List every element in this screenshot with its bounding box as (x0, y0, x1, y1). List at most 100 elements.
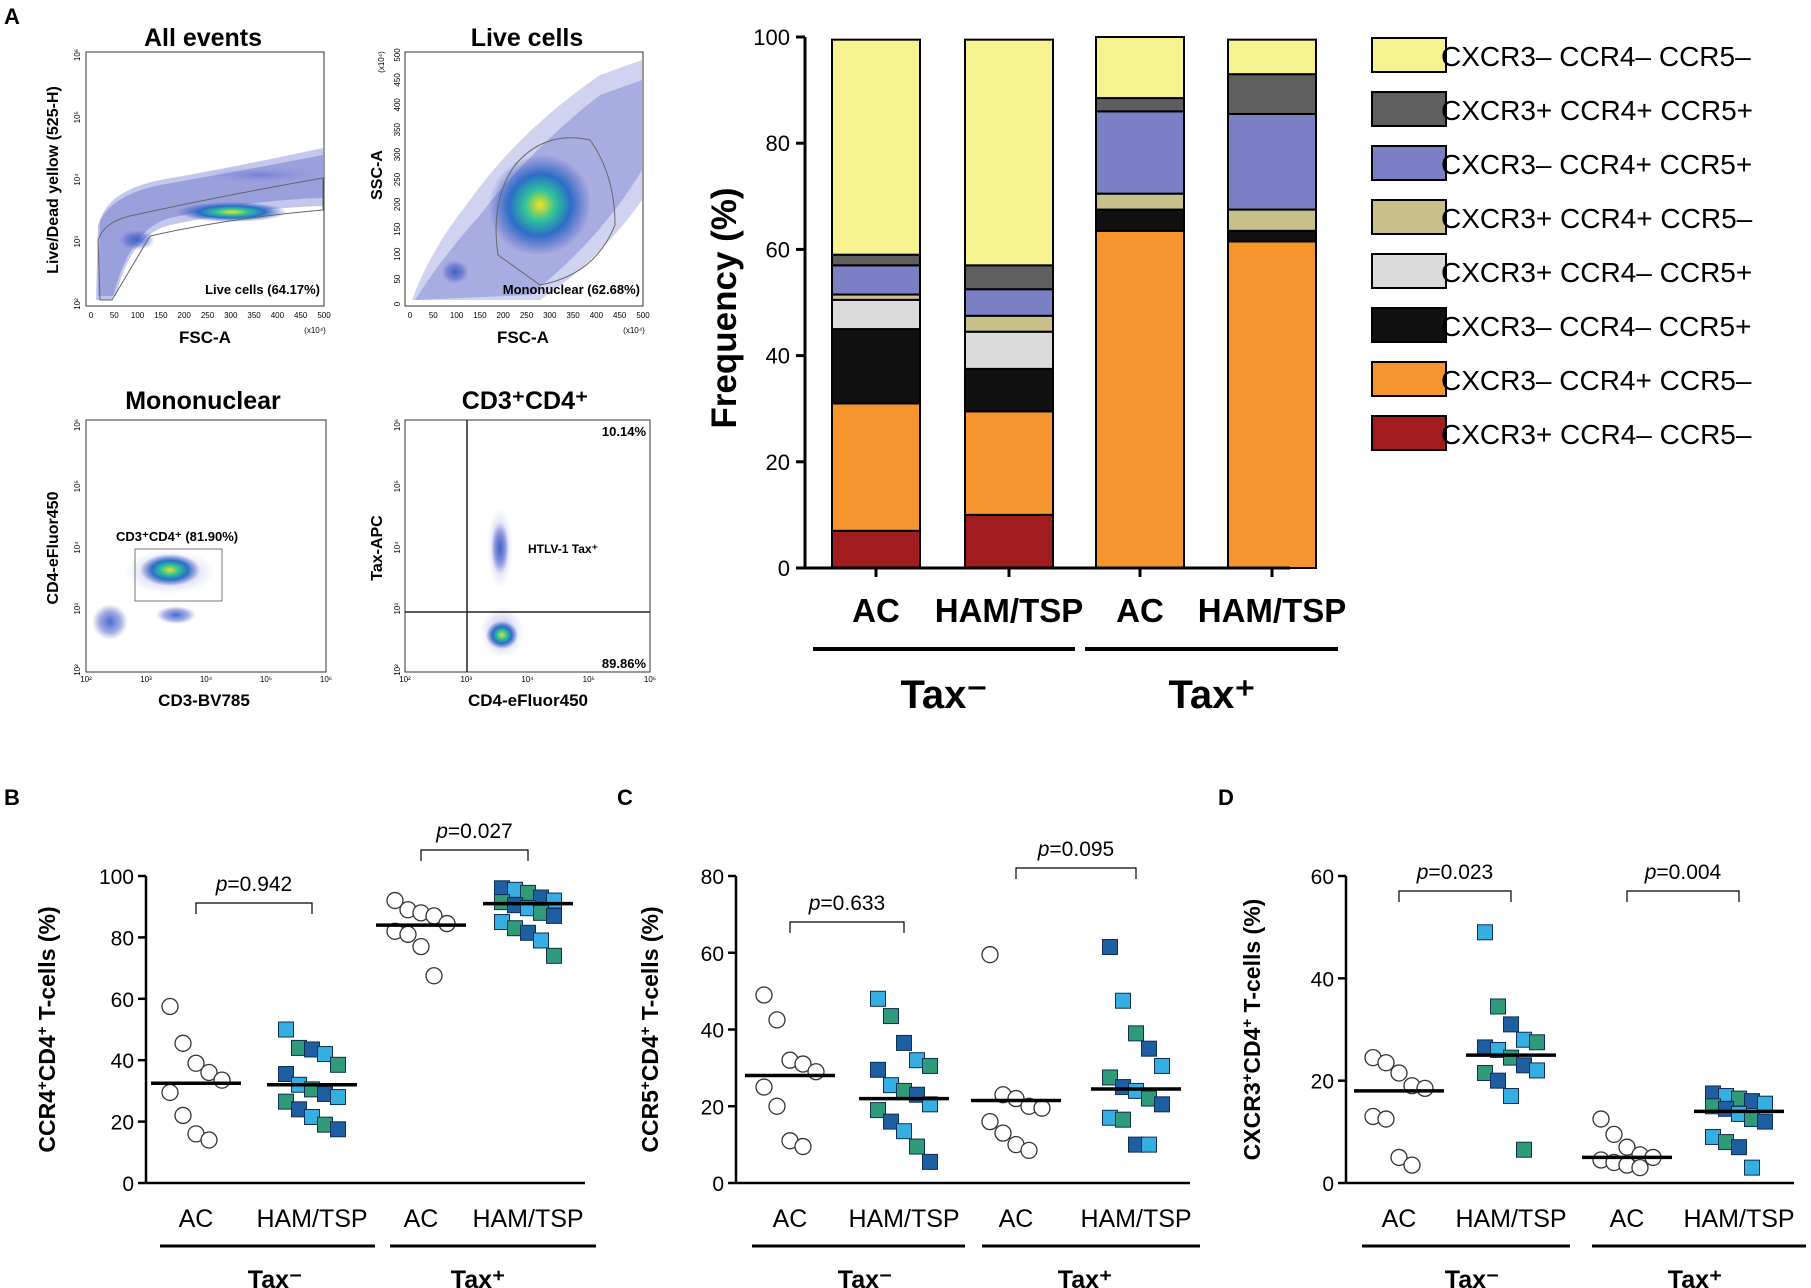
x-tick-label: 50 (429, 311, 438, 320)
data-point-circle (1605, 1125, 1623, 1144)
flow-plot-cd3-cd4: CD3⁺CD4⁺ 10.14% 89.86% HTLV-1 Tax⁺ CD4-e… (369, 387, 656, 710)
data-point-square (546, 907, 562, 924)
group-label: Tax⁺ (451, 1266, 505, 1288)
data-point-circle (1592, 1110, 1610, 1128)
x-tick-label: 10⁶ (320, 675, 332, 684)
stacked-bar-segment (964, 264, 1054, 291)
panel-letter-b: B (4, 785, 20, 810)
y-tick-label: 10² (73, 664, 82, 676)
y-axis-label: CCR5+CD4+ T-cells (%) (637, 906, 664, 1152)
plot-frame (404, 419, 651, 673)
p-value-label: p=0.633 (808, 892, 886, 915)
x-category-label: HAM/TSP (935, 592, 1084, 629)
legend-label: CXCR3– CCR4– CCR5– (1441, 41, 1751, 72)
stacked-bar-segment (964, 38, 1054, 267)
data-point-square (546, 947, 562, 964)
y-axis-label: CXCR3+CD4+ T-cells (%) (1239, 899, 1266, 1161)
p-value-label: p=0.004 (1644, 861, 1722, 884)
x-tick-label: 10³ (460, 675, 472, 684)
data-point-square (883, 1113, 899, 1130)
x-tick-label: 50 (110, 311, 119, 320)
data-point-circle (794, 1137, 812, 1156)
p-value-label: p=0.095 (1037, 838, 1115, 861)
stacked-bar-segment (964, 288, 1054, 317)
x-tick-label: 350 (566, 311, 580, 320)
legend-swatch (1371, 199, 1447, 235)
data-point-circle (1033, 1099, 1051, 1117)
p-value-label: p=0.023 (1416, 861, 1494, 884)
data-point-circle (1007, 1089, 1025, 1108)
data-point-square (896, 1034, 912, 1051)
stacked-bar-segment (1095, 110, 1185, 195)
y-tick-label: 10⁵ (393, 480, 402, 492)
legend-swatch (1371, 253, 1447, 289)
stacked-bar-segment (831, 38, 921, 256)
x-tick-label: 350 (247, 311, 261, 320)
x-unit: (x10⁴) (623, 326, 645, 335)
data-point-circle (1631, 1159, 1649, 1177)
panel-letter-c: C (617, 785, 633, 810)
x-category-label: HAM/TSP (1455, 1205, 1566, 1233)
gate-label: CD3⁺CD4⁺ (81.90%) (116, 529, 238, 544)
data-point-circle (174, 1034, 192, 1052)
y-tick-label: 0 (122, 1173, 134, 1196)
data-point-circle (768, 1097, 786, 1115)
gate-outline (134, 548, 223, 602)
x-tick-label: 100 (450, 311, 464, 320)
x-tick-label: 0 (408, 311, 413, 320)
stacked-bar-segment (831, 264, 921, 296)
x-tick-label: 10³ (140, 675, 152, 684)
y-tick-label: 60 (766, 237, 790, 262)
y-tick-label: 10⁴ (73, 541, 82, 554)
data-point-square (1477, 924, 1493, 941)
data-point-square (278, 1066, 294, 1083)
x-category-label: AC (1116, 592, 1164, 629)
stacked-bar-segment (831, 328, 921, 405)
data-point-square (1503, 1088, 1519, 1105)
y-tick-label: 300 (393, 147, 402, 161)
significance-bracket (1015, 867, 1137, 879)
data-point-square (330, 1121, 346, 1138)
y-tick-label: 0 (393, 301, 402, 306)
y-tick-label: 40 (111, 1050, 134, 1073)
x-category-label: AC (179, 1205, 214, 1233)
x-tick-label: 250 (520, 311, 534, 320)
density-cloud (96, 148, 323, 300)
data-point-square (330, 1056, 346, 1073)
population-label: HTLV-1 Tax⁺ (528, 542, 598, 556)
x-tick-label: 300 (543, 311, 557, 320)
y-tick-label: 20 (701, 1096, 724, 1119)
data-point-circle (412, 937, 430, 956)
y-tick-label: 60 (1311, 866, 1334, 889)
scatter-panel-b: CCR4+CD4+ T-cells (%) 0 20 40 60 80 100 AC HAM/T… (34, 820, 596, 1288)
y-axis-label: SSC-A (369, 150, 386, 200)
data-point-circle (386, 891, 404, 910)
x-tick-label: 200 (497, 311, 511, 320)
x-tick-label: 300 (224, 311, 238, 320)
data-point-square (1154, 1057, 1170, 1074)
data-point-circle (399, 925, 417, 943)
x-axis-label: FSC-A (179, 328, 231, 347)
y-tick-label: 10³ (73, 236, 82, 248)
stacked-bar-segment (1227, 240, 1317, 569)
x-category-label: HAM/TSP (1198, 592, 1347, 629)
y-tick-label: 100 (99, 866, 134, 889)
data-point-square (883, 1008, 899, 1025)
y-tick-label: 400 (393, 98, 402, 112)
y-tick-label: 450 (393, 73, 402, 87)
legend-swatch (1371, 37, 1447, 73)
x-tick-label: 10⁶ (644, 675, 656, 684)
y-tick-label: 150 (393, 222, 402, 236)
data-point-square (1490, 998, 1506, 1015)
x-axis-label: CD3-BV785 (158, 691, 250, 710)
x-axis-label: FSC-A (497, 328, 549, 347)
stacked-bar-segment (1095, 208, 1185, 232)
data-point-circle (1020, 1141, 1038, 1160)
y-axis-label: CCR4+CD4+ T-cells (%) (34, 906, 61, 1152)
data-point-circle (768, 1011, 786, 1029)
data-point-square (1744, 1159, 1760, 1176)
data-point-circle (1390, 1148, 1408, 1167)
scatter-panel-c: CCR5+CD4+ T-cells (%) 0 20 40 60 80 AC HAM/TSP A… (637, 838, 1200, 1288)
data-point-square (278, 1021, 294, 1038)
data-point-circle (200, 1131, 218, 1149)
